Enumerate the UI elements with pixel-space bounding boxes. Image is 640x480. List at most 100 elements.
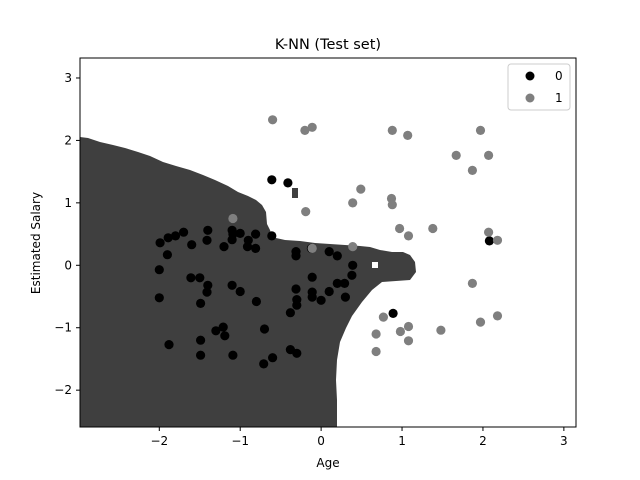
point-class-0-28 <box>242 242 253 252</box>
point-class-1-1 <box>300 125 310 135</box>
region-notch-small <box>372 262 378 268</box>
point-class-1-26 <box>395 326 405 337</box>
point-class-0-20 <box>196 350 206 360</box>
point-class-1-25 <box>371 346 381 357</box>
point-class-0-52 <box>324 247 334 257</box>
point-class-0-2 <box>170 231 181 241</box>
point-class-1-31 <box>492 311 503 321</box>
point-class-0-17 <box>218 322 228 332</box>
point-class-0-33 <box>235 286 245 297</box>
point-class-1-21 <box>348 242 358 252</box>
x-tick-label-2: 0 <box>317 434 325 448</box>
point-class-0-21 <box>228 350 238 360</box>
point-class-1-20 <box>307 243 317 253</box>
point-class-0-4 <box>162 250 172 260</box>
point-class-0-13 <box>203 280 213 290</box>
point-class-0-53 <box>332 251 342 261</box>
point-class-0-42 <box>291 284 301 294</box>
point-class-0-61 <box>283 178 293 188</box>
point-class-0-18 <box>220 331 230 341</box>
point-class-0-50 <box>316 295 326 305</box>
point-class-1-19 <box>492 235 503 245</box>
legend-marker-0 <box>525 71 535 81</box>
point-class-0-1 <box>163 233 173 243</box>
point-class-0-6 <box>154 293 164 303</box>
y-axis-title: Estimated Salary <box>29 192 43 294</box>
point-class-1-4 <box>403 130 413 140</box>
point-class-0-34 <box>251 296 261 307</box>
point-class-1-10 <box>348 198 358 208</box>
point-class-1-30 <box>475 317 486 327</box>
x-tick-label-4: 2 <box>479 434 487 448</box>
point-class-0-43 <box>292 300 302 310</box>
x-tick-label-0: −2 <box>150 434 168 448</box>
point-class-0-29 <box>251 229 261 239</box>
y-tick-label-5: 3 <box>64 71 72 85</box>
point-class-0-62 <box>484 236 494 246</box>
point-class-0-16 <box>211 326 221 336</box>
region-class-0 <box>80 137 416 427</box>
point-class-0-59 <box>388 308 398 318</box>
point-class-0-51 <box>324 286 334 297</box>
point-class-1-15 <box>395 223 405 234</box>
point-class-0-8 <box>187 240 197 250</box>
point-class-0-58 <box>348 260 358 270</box>
point-class-1-2 <box>307 122 317 132</box>
point-class-0-39 <box>292 348 302 358</box>
chart-title: K-NN (Test set) <box>275 37 381 53</box>
plot-frame <box>79 57 577 428</box>
point-class-0-56 <box>340 292 350 302</box>
point-class-0-45 <box>291 247 301 257</box>
point-class-0-32 <box>227 280 237 290</box>
point-class-1-16 <box>428 223 438 234</box>
point-class-0-47 <box>307 272 317 282</box>
point-class-0-36 <box>268 353 278 363</box>
point-class-0-30 <box>251 243 261 253</box>
point-class-0-31 <box>267 231 277 241</box>
x-tick-label-5: 3 <box>560 434 568 448</box>
point-class-0-11 <box>186 273 196 283</box>
point-class-0-22 <box>219 242 229 252</box>
point-class-1-9 <box>356 184 366 194</box>
x-axis: −2 −1 0 1 2 3 <box>150 427 568 448</box>
point-class-1-18 <box>484 227 494 237</box>
plot-area <box>80 58 576 427</box>
point-class-0-5 <box>154 265 164 275</box>
point-class-0-40 <box>285 308 295 318</box>
point-class-0-19 <box>196 335 206 345</box>
point-class-0-9 <box>203 225 213 235</box>
point-class-1-6 <box>451 150 461 160</box>
points-layer <box>154 115 503 369</box>
point-class-0-14 <box>202 287 212 297</box>
legend-label-1: 1 <box>555 91 563 105</box>
point-class-0-10 <box>202 235 212 245</box>
point-class-1-12 <box>387 200 397 210</box>
x-tick-label-1: −1 <box>231 434 249 448</box>
point-class-0-0 <box>155 238 165 248</box>
y-tick-label-1: −1 <box>54 321 72 335</box>
point-class-1-23 <box>378 312 388 322</box>
point-class-1-22 <box>467 278 477 288</box>
legend-box <box>507 63 571 111</box>
y-tick-label-4: 2 <box>64 133 72 147</box>
point-class-1-8 <box>484 150 494 160</box>
point-class-1-28 <box>403 336 414 346</box>
x-tick-label-3: 1 <box>398 434 406 448</box>
point-class-0-54 <box>332 278 342 288</box>
point-class-0-12 <box>195 273 205 283</box>
y-tick-label-0: −2 <box>54 383 72 397</box>
point-class-0-7 <box>164 340 174 350</box>
point-class-0-37 <box>259 359 269 369</box>
point-class-0-55 <box>340 278 350 288</box>
point-class-0-25 <box>227 235 237 245</box>
point-class-0-60 <box>267 175 277 185</box>
point-class-1-27 <box>403 321 414 332</box>
legend-label-0: 0 <box>555 69 563 83</box>
y-tick-label-2: 0 <box>64 258 72 272</box>
point-class-1-7 <box>467 165 477 175</box>
point-class-0-49 <box>307 292 317 302</box>
legend: 0 1 <box>507 63 571 111</box>
point-class-1-14 <box>228 213 238 224</box>
point-class-1-3 <box>387 125 397 135</box>
